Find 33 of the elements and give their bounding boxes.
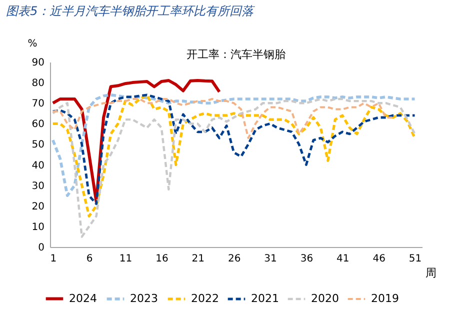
legend-label: 2019	[371, 292, 399, 305]
x-tick-label: 6	[86, 254, 93, 264]
y-tick-label: 30	[32, 180, 44, 192]
x-tick-label: 31	[264, 254, 277, 264]
legend-label: 2023	[130, 292, 158, 305]
x-axis-title: 周	[426, 266, 436, 280]
x-tick-label: 36	[300, 254, 314, 264]
line-series	[52, 98, 394, 140]
legend-label: 2021	[251, 292, 279, 305]
y-tick-label: 80	[32, 78, 44, 90]
y-tick-label: 70	[32, 98, 44, 110]
y-tick-label: 0	[38, 242, 44, 254]
y-tick-label: 40	[32, 160, 44, 172]
line-series	[52, 98, 416, 238]
x-tick-label: 11	[119, 254, 132, 264]
x-tick-label: 51	[408, 254, 422, 264]
y-tick-label: 10	[32, 222, 44, 233]
y-tick-label: 20	[32, 201, 44, 212]
x-tick-label: 21	[192, 254, 205, 264]
legend-label: 2022	[191, 292, 219, 305]
x-tick-label: 26	[228, 254, 241, 264]
y-tick-label: 90	[32, 58, 44, 68]
y-tick-label: 60	[32, 119, 44, 130]
x-tick-label: 46	[372, 254, 386, 264]
chart-title: 图表5：近半月汽车半钢胎开工率环比有所回落	[6, 4, 256, 18]
legend-label: 2020	[311, 292, 339, 305]
x-tick-label: 1	[50, 254, 57, 264]
x-tick-label: 41	[336, 254, 350, 264]
x-tick-label: 16	[156, 254, 168, 264]
legend-label: 2024	[69, 292, 97, 305]
chart-subtitle: 开工率：汽车半钢胎	[186, 48, 286, 61]
y-tick-label: 50	[32, 140, 44, 151]
y-axis-title: %	[28, 38, 38, 50]
